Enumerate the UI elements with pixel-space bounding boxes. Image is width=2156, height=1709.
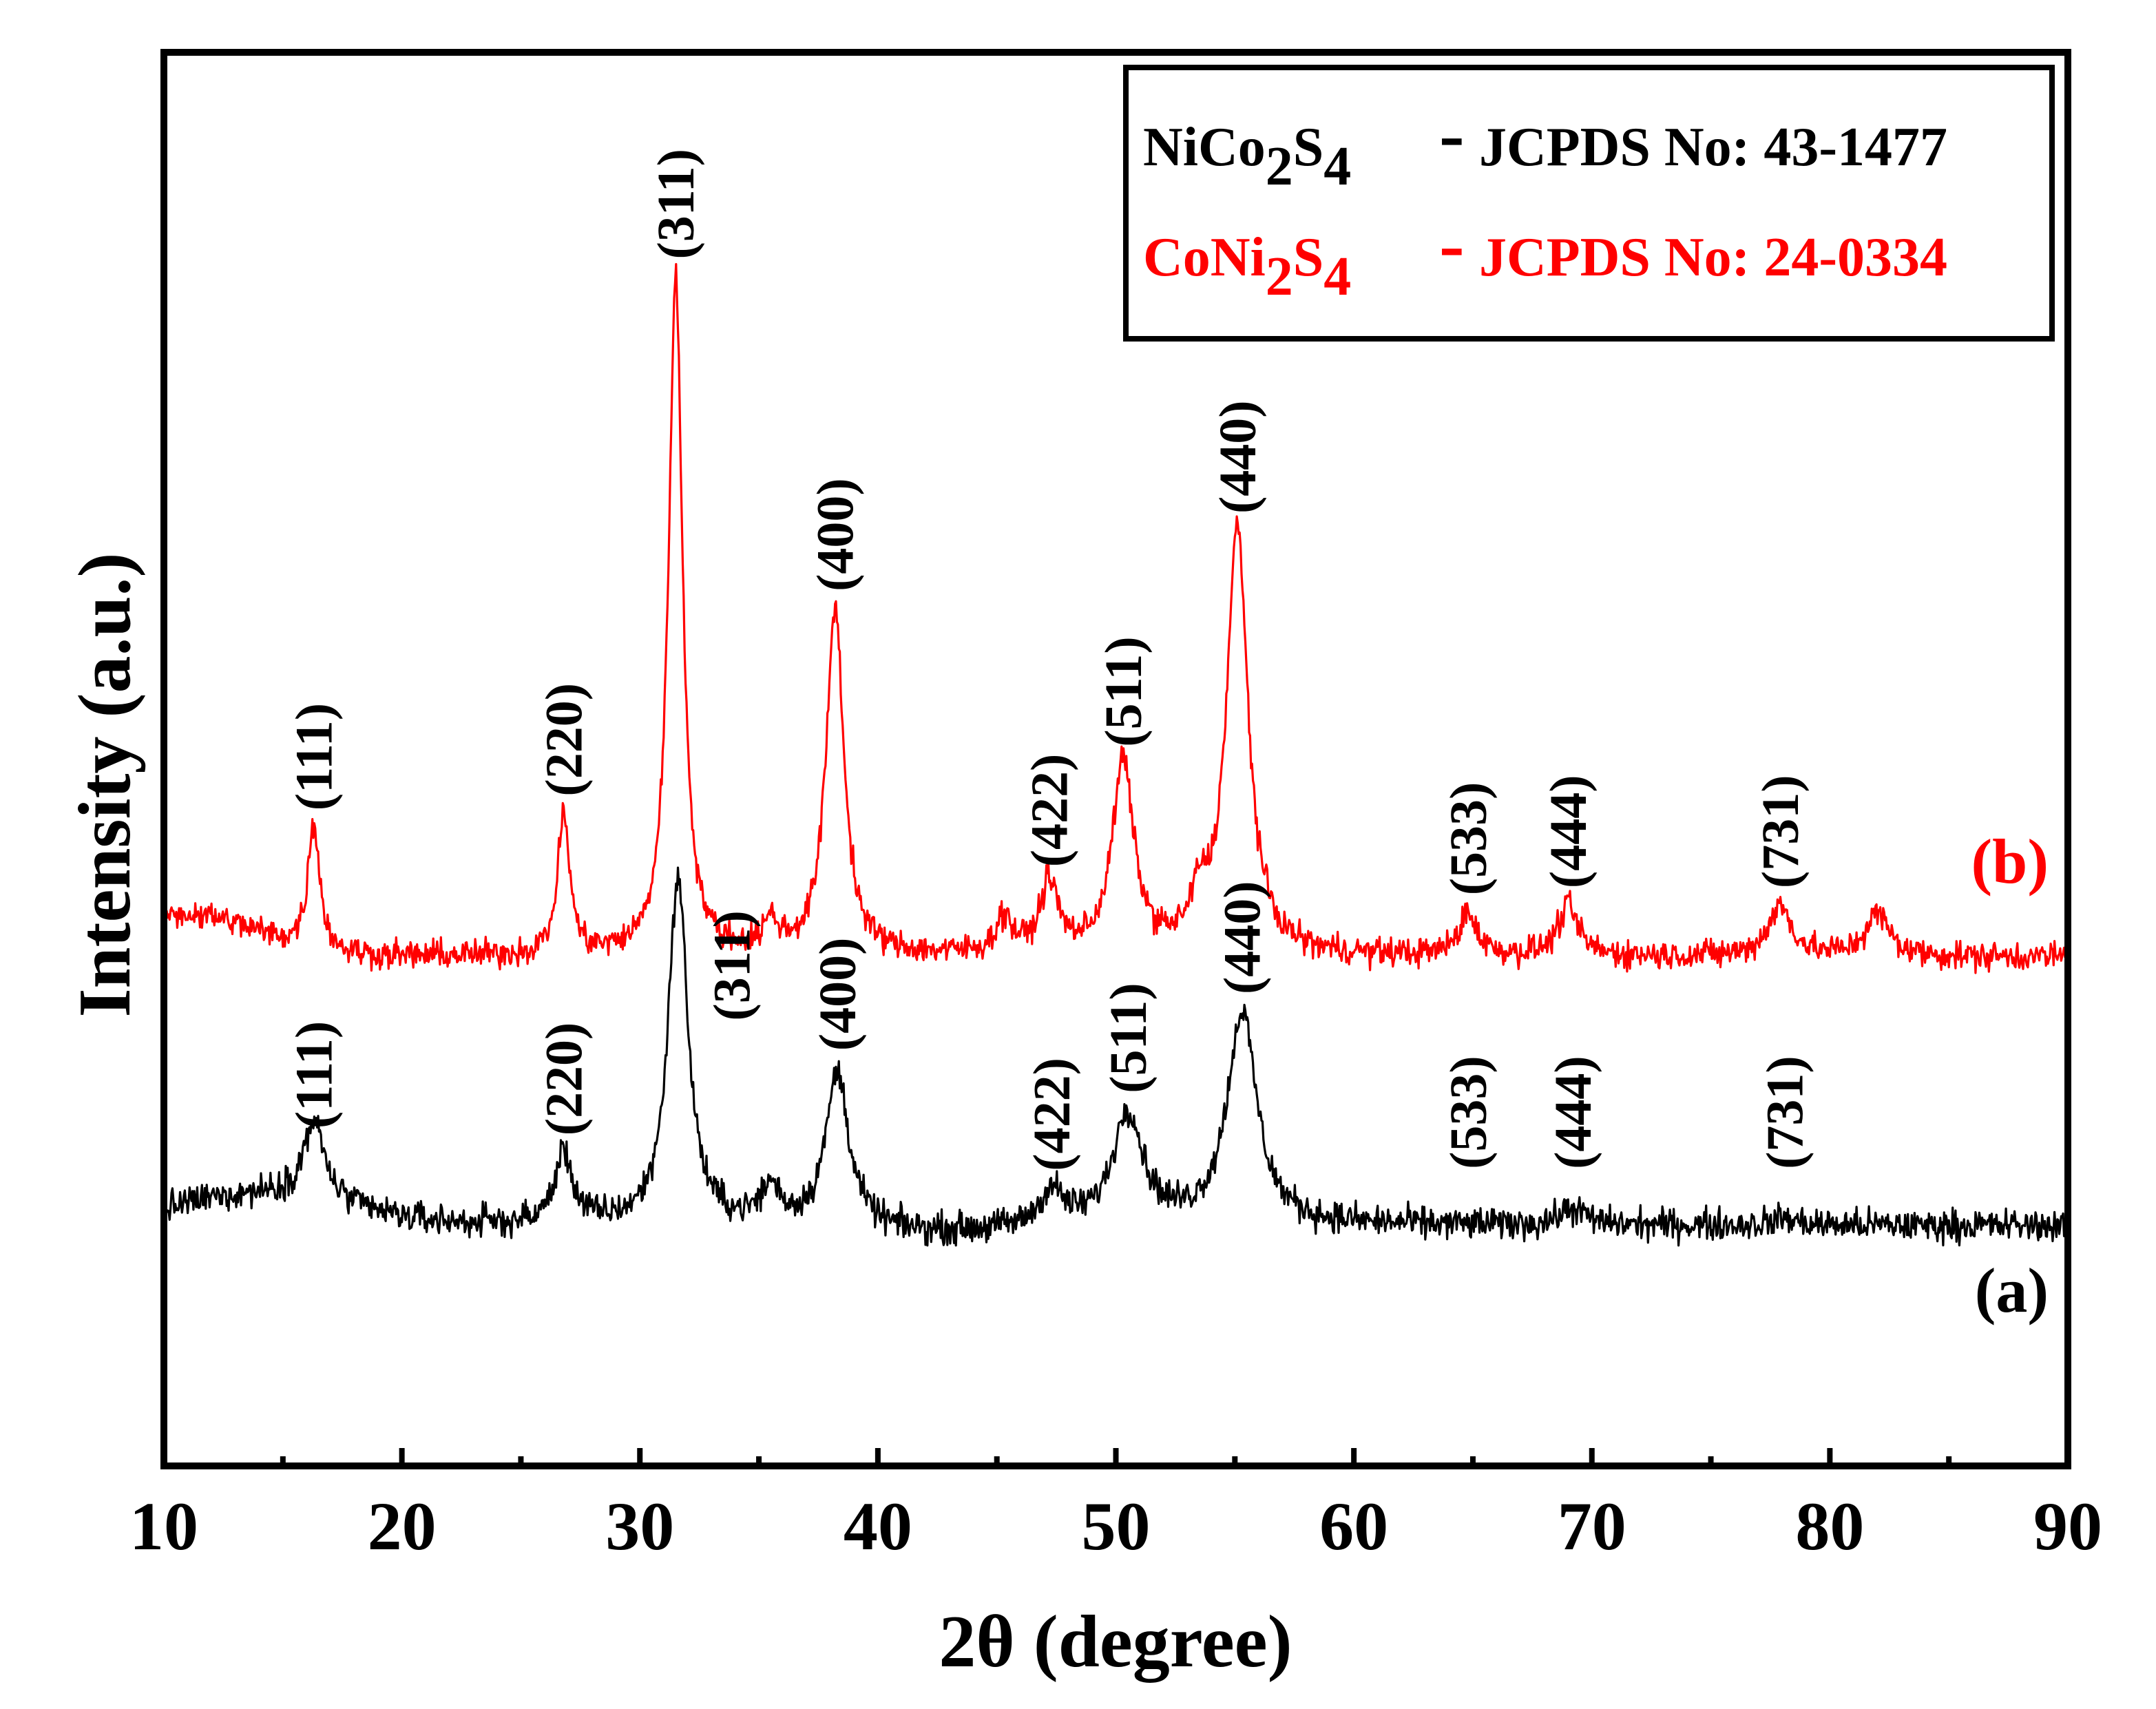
legend-reference: JCPDS No: 24-0334 bbox=[1479, 227, 1947, 288]
legend-entry: CoNi2S4 - JCPDS No: 24-0334 bbox=[1143, 202, 1947, 307]
series-tag: (b) bbox=[1971, 826, 2049, 897]
x-tick-label: 80 bbox=[1795, 1488, 1864, 1564]
peak-label: (444) bbox=[1540, 775, 1598, 888]
peak-label: (444) bbox=[1545, 1056, 1602, 1169]
peak-label: (422) bbox=[1023, 1058, 1081, 1171]
x-tick-label: 10 bbox=[129, 1488, 198, 1564]
legend-entry: NiCo2S4 - JCPDS No: 43-1477 bbox=[1143, 92, 1947, 197]
peak-label: (111) bbox=[286, 1021, 344, 1129]
peak-label: (533) bbox=[1440, 782, 1498, 896]
series-0-line bbox=[163, 866, 2069, 1247]
peak-label: (400) bbox=[807, 478, 865, 591]
legend-dash: - bbox=[1439, 202, 1465, 286]
peak-label: (511) bbox=[1095, 636, 1153, 746]
peak-label: (311) bbox=[647, 149, 705, 259]
legend-dash: - bbox=[1439, 92, 1465, 176]
peak-label: (731) bbox=[1752, 775, 1810, 888]
x-tick-label: 60 bbox=[1319, 1488, 1388, 1564]
series-1-line bbox=[163, 263, 2069, 974]
peak-label: (220) bbox=[536, 683, 594, 797]
x-tick-label: 40 bbox=[844, 1488, 912, 1564]
peak-label-layer: (111) (220) (311) (400) (422) (511) (440) (533)… bbox=[286, 149, 1814, 1171]
peak-label: (400) bbox=[809, 938, 867, 1051]
peak-label: (440) bbox=[1209, 400, 1267, 514]
legend-box bbox=[1123, 65, 2055, 342]
legend-reference: JCPDS No: 43-1477 bbox=[1479, 117, 1947, 178]
peak-label: (533) bbox=[1440, 1056, 1498, 1169]
x-tick-label: 20 bbox=[368, 1488, 437, 1564]
series-tag: (a) bbox=[1975, 1255, 2049, 1325]
peak-label: (511) bbox=[1100, 983, 1158, 1093]
x-axis-title: 2θ (degree) bbox=[939, 1601, 1292, 1683]
x-axis-ticks: 10 20 30 40 50 60 70 80 90 bbox=[129, 1448, 2102, 1564]
legend-formula: NiCo2S4 bbox=[1143, 117, 1351, 197]
series-layer bbox=[163, 263, 2069, 1247]
x-tick-label: 50 bbox=[1082, 1488, 1151, 1564]
series-tag-layer: (a) (b) bbox=[1971, 826, 2049, 1325]
legend-formula: CoNi2S4 bbox=[1143, 227, 1351, 307]
x-tick-label: 70 bbox=[1558, 1488, 1626, 1564]
peak-label: (311) bbox=[704, 910, 762, 1020]
peak-label: (111) bbox=[286, 703, 344, 810]
peak-label: (422) bbox=[1021, 754, 1079, 868]
peak-label: (220) bbox=[536, 1023, 594, 1136]
y-axis-title: Intensity (a.u.) bbox=[64, 552, 146, 1017]
x-tick-label: 30 bbox=[605, 1488, 674, 1564]
peak-label: (731) bbox=[1757, 1056, 1814, 1169]
legend: NiCo2S4 - JCPDS No: 43-1477 CoNi2S4 - JCPDS N… bbox=[1123, 65, 2055, 342]
peak-label: (440) bbox=[1214, 881, 1272, 994]
x-tick-label: 90 bbox=[2033, 1488, 2102, 1564]
